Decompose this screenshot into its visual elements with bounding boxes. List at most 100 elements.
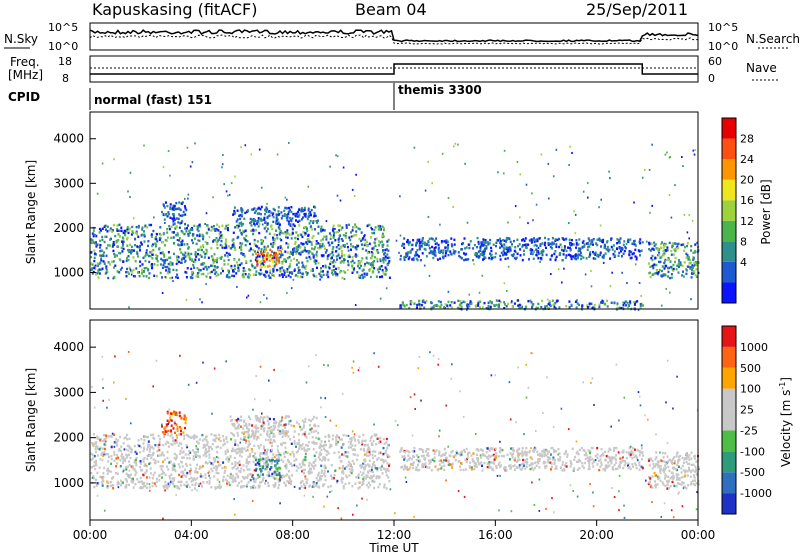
scatter-cell <box>163 432 166 435</box>
scatter-cell <box>418 299 421 303</box>
scatter-cell <box>384 273 387 276</box>
scatter-cell <box>251 434 254 437</box>
scatter-cell <box>639 306 642 310</box>
scatter-cell <box>554 257 557 260</box>
scatter-cell <box>235 272 238 275</box>
scatter-cell <box>275 256 277 260</box>
scatter-cell <box>103 443 106 446</box>
scatter-cell <box>163 485 166 488</box>
scatter-cell <box>349 470 352 473</box>
scatter-cell <box>304 233 306 236</box>
scatter-cell <box>388 463 391 466</box>
scatter-cell <box>554 467 557 470</box>
scatter-cell <box>194 478 197 482</box>
scatter-cell <box>218 225 221 228</box>
scatter-cell <box>219 231 222 234</box>
scatter-cell <box>671 245 674 249</box>
scatter-cell <box>408 306 411 310</box>
scatter-cell <box>381 250 384 253</box>
scatter-cell <box>190 271 193 274</box>
scatter-cell <box>251 253 254 256</box>
scatter-cell <box>167 441 170 444</box>
scatter-cell <box>447 197 450 199</box>
scatter-cell <box>354 444 357 447</box>
scatter-cell <box>384 468 387 471</box>
scatter-cell <box>259 473 262 476</box>
scatter-cell <box>144 255 147 258</box>
scatter-cell <box>341 252 344 255</box>
scatter-cell <box>339 460 342 463</box>
scatter-cell <box>152 229 155 233</box>
scatter-cell <box>631 252 634 256</box>
scatter-cell <box>440 240 443 243</box>
scatter-cell <box>447 290 450 293</box>
scatter-cell <box>606 248 609 251</box>
scatter-cell <box>539 452 542 456</box>
scatter-cell <box>337 451 340 454</box>
scatter-cell <box>112 260 115 263</box>
scatter-cell <box>169 174 171 177</box>
colorbar-tick-label: 4 <box>740 256 747 269</box>
scatter-cell <box>187 232 190 236</box>
scatter-cell <box>304 430 307 434</box>
scatter-cell <box>143 267 146 270</box>
scatter-cell <box>384 459 387 463</box>
scatter-cell <box>503 149 506 152</box>
scatter-cell <box>166 265 169 269</box>
scatter-cell <box>652 248 655 251</box>
scatter-cell <box>278 451 281 455</box>
scatter-cell <box>255 427 258 430</box>
scatter-cell <box>415 458 418 462</box>
scatter-cell <box>612 253 615 256</box>
scatter-cell <box>144 259 147 263</box>
scatter-cell <box>262 457 265 460</box>
scatter-cell <box>587 237 590 240</box>
scatter-cell <box>497 239 500 242</box>
scatter-cell <box>286 229 289 232</box>
scatter-cell <box>249 478 252 482</box>
scatter-cell <box>464 162 466 165</box>
scatter-cell <box>231 245 234 248</box>
scatter-cell <box>96 192 99 195</box>
scatter-cell <box>121 236 124 239</box>
scatter-cell <box>314 214 317 218</box>
scatter-cell <box>324 251 327 254</box>
scatter-cell <box>319 444 322 447</box>
scatter-cell <box>415 244 417 247</box>
scatter-cell <box>167 150 170 152</box>
scatter-cell <box>427 244 430 247</box>
scatter-cell <box>181 231 184 234</box>
scatter-cell <box>241 485 244 488</box>
scatter-cell <box>598 468 601 472</box>
scatter-cell <box>349 243 352 246</box>
scatter-cell <box>377 485 380 489</box>
scatter-cell <box>596 243 599 247</box>
scatter-cell <box>238 449 241 453</box>
scatter-cell <box>622 449 625 452</box>
scatter-cell <box>302 426 305 429</box>
scatter-cell <box>676 264 679 267</box>
scatter-cell <box>171 436 174 439</box>
scatter-cell <box>269 269 272 272</box>
scatter-cell <box>178 237 181 240</box>
scatter-cell <box>358 486 361 489</box>
scatter-cell <box>99 249 102 253</box>
scatter-cell <box>317 474 319 477</box>
scatter-cell <box>258 212 261 215</box>
scatter-cell <box>473 263 475 266</box>
scatter-cell <box>477 300 480 303</box>
colorbar-tick-label: 16 <box>740 194 754 207</box>
scatter-cell <box>274 464 277 467</box>
scatter-cell <box>279 420 281 423</box>
scatter-cell <box>668 194 671 196</box>
scatter-cell <box>337 240 340 243</box>
scatter-cell <box>313 214 316 217</box>
scatter-cell <box>693 153 696 156</box>
scatter-cell <box>184 453 187 456</box>
scatter-cell <box>589 450 592 453</box>
scatter-cell <box>191 435 194 439</box>
scatter-cell <box>416 238 419 242</box>
scatter-cell <box>256 463 259 467</box>
scatter-cell <box>672 253 675 256</box>
scatter-cell <box>641 176 644 179</box>
